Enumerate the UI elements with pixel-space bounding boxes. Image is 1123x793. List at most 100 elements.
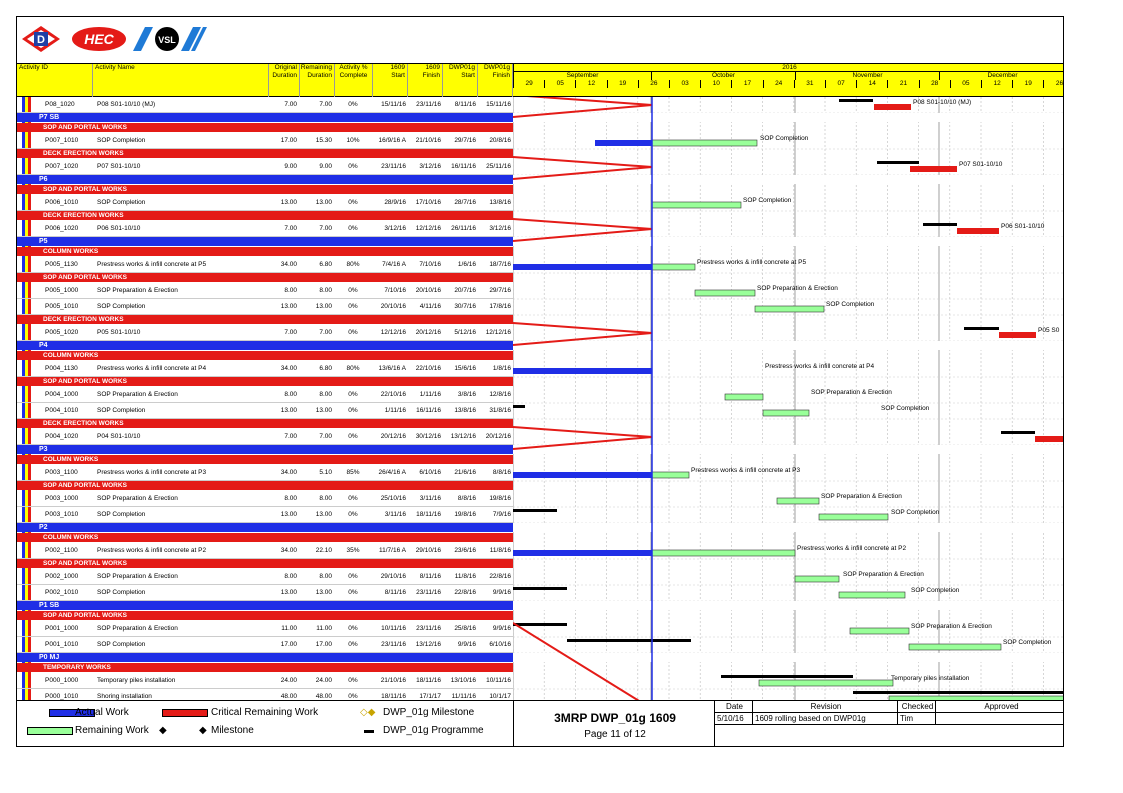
activity-row[interactable]: P003_1010 SOP Completion 13.00 13.00 0% 3/11/…	[17, 507, 513, 523]
activity-row[interactable]: P007_1020 P07 S01-10/10 9.00 9.00 0% 23/11/16…	[17, 159, 513, 175]
activity-id: P002_1100	[45, 547, 78, 554]
finish-1609: 4/11/16	[419, 303, 441, 310]
critical-remaining-bar	[999, 332, 1036, 338]
activity-row[interactable]: P005_1130 Prestress works & infill concre…	[17, 257, 513, 273]
wbs-subgroup-row[interactable]: DECK ERECTION WORKS	[17, 315, 513, 324]
percent-complete: 0%	[348, 511, 358, 518]
activity-row[interactable]: P001_1000 SOP Preparation & Erection 11.00…	[17, 621, 513, 637]
activity-row[interactable]: P003_1100 Prestress works & infill concre…	[17, 465, 513, 481]
activity-row[interactable]: P007_1010 SOP Completion 17.00 15.30 10% 16/9…	[17, 133, 513, 149]
dwp-start: 13/10/16	[450, 677, 476, 684]
wbs-subgroup-row[interactable]: COLUMN WORKS	[17, 247, 513, 256]
activity-row[interactable]: P005_1020 P05 S01-10/10 7.00 7.00 0% 12/12/16…	[17, 325, 513, 341]
legend-dwp-milestone-icon: ◇◆	[360, 707, 376, 718]
wbs-group-row[interactable]: P7 SB	[17, 113, 513, 122]
header-dwp-finish[interactable]: DWP01g Finish	[478, 64, 513, 97]
start-1609: 1/11/16	[384, 407, 406, 414]
wbs-subgroup-row[interactable]: DECK ERECTION WORKS	[17, 211, 513, 220]
timeline-month: November	[795, 72, 939, 80]
header-1609-start[interactable]: 1609 Start	[373, 64, 408, 97]
activity-name: Temporary piles installation	[97, 677, 176, 684]
remaining-duration: 5.10	[319, 469, 332, 476]
activity-row[interactable]: P004_1000 SOP Preparation & Erection 8.00 8…	[17, 387, 513, 403]
header-activity-id[interactable]: Activity ID	[17, 64, 93, 97]
wbs-subgroup-row[interactable]: SOP AND PORTAL WORKS	[17, 559, 513, 568]
bar-label: P06 S01-10/10	[1001, 223, 1045, 230]
activity-row[interactable]: P004_1020 P04 S01-10/10 7.00 7.00 0% 20/12/16…	[17, 429, 513, 445]
start-1609: 26/4/16 A	[378, 469, 406, 476]
wbs-label: SOP AND PORTAL WORKS	[43, 274, 127, 281]
remaining-duration: 13.00	[315, 511, 332, 518]
wbs-group-row[interactable]: P5	[17, 237, 513, 246]
activity-row[interactable]: P006_1020 P06 S01-10/10 7.00 7.00 0% 3/12/16 1…	[17, 221, 513, 237]
bar-label: Prestress works & infill concrete at P3	[691, 467, 800, 474]
wbs-subgroup-row[interactable]: COLUMN WORKS	[17, 351, 513, 360]
original-duration: 8.00	[284, 495, 297, 502]
header-activity-name[interactable]: Activity Name	[93, 64, 269, 97]
wbs-group-row[interactable]: P0 MJ	[17, 653, 513, 662]
activity-row[interactable]: P001_1010 SOP Completion 17.00 17.00 0% 23/11…	[17, 637, 513, 653]
remaining-work-bar	[818, 513, 889, 521]
percent-complete: 85%	[346, 469, 360, 476]
remaining-work-bar	[838, 591, 906, 599]
header-1609-finish[interactable]: 1609 Finish	[408, 64, 443, 97]
timeline-week: 26	[637, 80, 669, 88]
header-original-duration[interactable]: Original Duration	[269, 64, 300, 97]
wbs-group-row[interactable]: P6	[17, 175, 513, 184]
percent-complete: 0%	[348, 495, 358, 502]
dwp-start: 8/8/16	[457, 495, 476, 502]
finish-1609: 20/10/16	[415, 287, 441, 294]
finish-1609: 16/11/16	[416, 407, 441, 414]
activity-row[interactable]: P002_1010 SOP Completion 13.00 13.00 0% 8/11/…	[17, 585, 513, 601]
activity-id: P000_1010	[45, 693, 79, 700]
activity-name: Prestress works & infill concrete at P4	[97, 365, 207, 372]
wbs-group-row[interactable]: P2	[17, 523, 513, 532]
wbs-subgroup-row[interactable]: SOP AND PORTAL WORKS	[17, 377, 513, 386]
activity-row[interactable]: P000_1000 Temporary piles installation 24.…	[17, 673, 513, 689]
dwp-finish: 29/7/16	[489, 287, 511, 294]
wbs-subgroup-row[interactable]: SOP AND PORTAL WORKS	[17, 273, 513, 282]
original-duration: 11.00	[281, 625, 297, 632]
activity-id: P004_1000	[45, 391, 79, 398]
percent-complete: 10%	[346, 137, 360, 144]
d-logo-text: D	[37, 34, 45, 46]
wbs-subgroup-row[interactable]: DECK ERECTION WORKS	[17, 419, 513, 428]
header-activity-complete[interactable]: Activity % Complete	[335, 64, 373, 97]
bar-label: SOP Preparation & Erection	[843, 571, 924, 578]
activity-row[interactable]: P003_1000 SOP Preparation & Erection 8.00 8…	[17, 491, 513, 507]
finish-1609: 12/12/16	[415, 225, 441, 232]
wbs-subgroup-row[interactable]: SOP AND PORTAL WORKS	[17, 185, 513, 194]
activity-row[interactable]: P005_1010 SOP Completion 13.00 13.00 0% 20/10…	[17, 299, 513, 315]
header-remaining-duration[interactable]: Remaining Duration	[300, 64, 335, 97]
wbs-subgroup-row[interactable]: SOP AND PORTAL WORKS	[17, 123, 513, 132]
activity-row[interactable]: P006_1010 SOP Completion 13.00 13.00 0% 28/9/…	[17, 195, 513, 211]
percent-complete: 0%	[348, 101, 358, 108]
percent-complete: 35%	[346, 547, 360, 554]
wbs-subgroup-row[interactable]: COLUMN WORKS	[17, 533, 513, 542]
activity-row[interactable]: P004_1010 SOP Completion 13.00 13.00 0% 1/11/…	[17, 403, 513, 419]
wbs-group-row[interactable]: P3	[17, 445, 513, 454]
vsl-logo: VSL	[133, 25, 207, 53]
wbs-subgroup-row[interactable]: TEMPORARY WORKS	[17, 663, 513, 672]
activity-row[interactable]: P08_1020 P08 S01-10/10 (MJ) 7.00 7.00 0% 15/1…	[17, 97, 513, 113]
dwp-finish: 10/11/16	[486, 677, 511, 684]
wbs-group-row[interactable]: P4	[17, 341, 513, 350]
activity-row[interactable]: P002_1100 Prestress works & infill concre…	[17, 543, 513, 559]
remaining-duration: 8.00	[319, 287, 332, 294]
wbs-subgroup-row[interactable]: SOP AND PORTAL WORKS	[17, 611, 513, 620]
wbs-subgroup-row[interactable]: SOP AND PORTAL WORKS	[17, 481, 513, 490]
activity-row[interactable]: P002_1000 SOP Preparation & Erection 8.00 8…	[17, 569, 513, 585]
bar-label: SOP Completion	[911, 587, 960, 594]
activity-row[interactable]: P004_1130 Prestress works & infill concre…	[17, 361, 513, 377]
activity-name: SOP Preparation & Erection	[97, 495, 178, 502]
activity-row[interactable]: P005_1000 SOP Preparation & Erection 8.00 8…	[17, 283, 513, 299]
header-dwp-start[interactable]: DWP01g Start	[443, 64, 478, 97]
wbs-group-row[interactable]: P1 SB	[17, 601, 513, 610]
activity-name: SOP Completion	[97, 511, 146, 518]
wbs-subgroup-row[interactable]: COLUMN WORKS	[17, 455, 513, 464]
schedule-sheet: D HEC VSL Activity ID Activity Name Orig…	[16, 16, 1064, 747]
start-1609: 28/9/16	[384, 199, 406, 206]
wbs-subgroup-row[interactable]: DECK ERECTION WORKS	[17, 149, 513, 158]
wbs-label: P6	[39, 176, 48, 183]
finish-1609: 8/11/16	[419, 573, 441, 580]
